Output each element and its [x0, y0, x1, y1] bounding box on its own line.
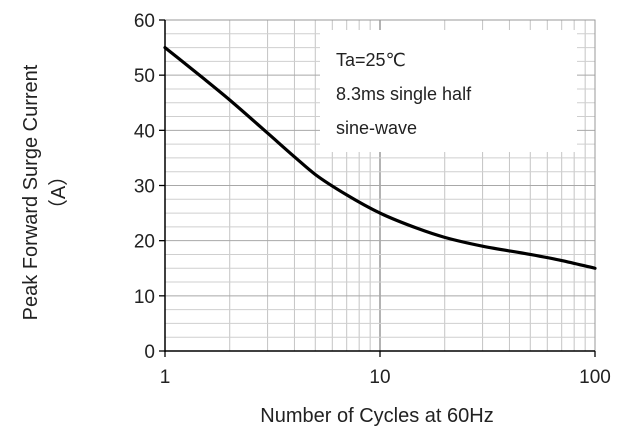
y-tick-label: 50: [134, 66, 155, 87]
x-axis-label: Number of Cycles at 60Hz: [260, 405, 493, 427]
annotation-line-2: 8.3ms single half: [336, 84, 472, 104]
y-tick-label: 0: [144, 342, 155, 363]
y-tick-label: 20: [134, 232, 155, 253]
x-tick-label: 1: [160, 367, 171, 388]
y-tick-label: 10: [134, 287, 155, 308]
annotation-line-3: sine-wave: [336, 118, 417, 138]
x-tick-label: 10: [369, 367, 390, 388]
annotation-box: Ta=25℃ 8.3ms single half sine-wave: [320, 30, 577, 152]
annotation-line-1: Ta=25℃: [336, 50, 406, 70]
y-axis-unit: （A）: [47, 166, 70, 219]
x-tick-label: 100: [579, 367, 611, 388]
y-tick-label: 60: [134, 11, 155, 32]
y-axis-label: Peak Forward Surge Current: [20, 64, 42, 320]
y-tick-label: 40: [134, 121, 155, 142]
y-tick-label: 30: [134, 177, 155, 198]
